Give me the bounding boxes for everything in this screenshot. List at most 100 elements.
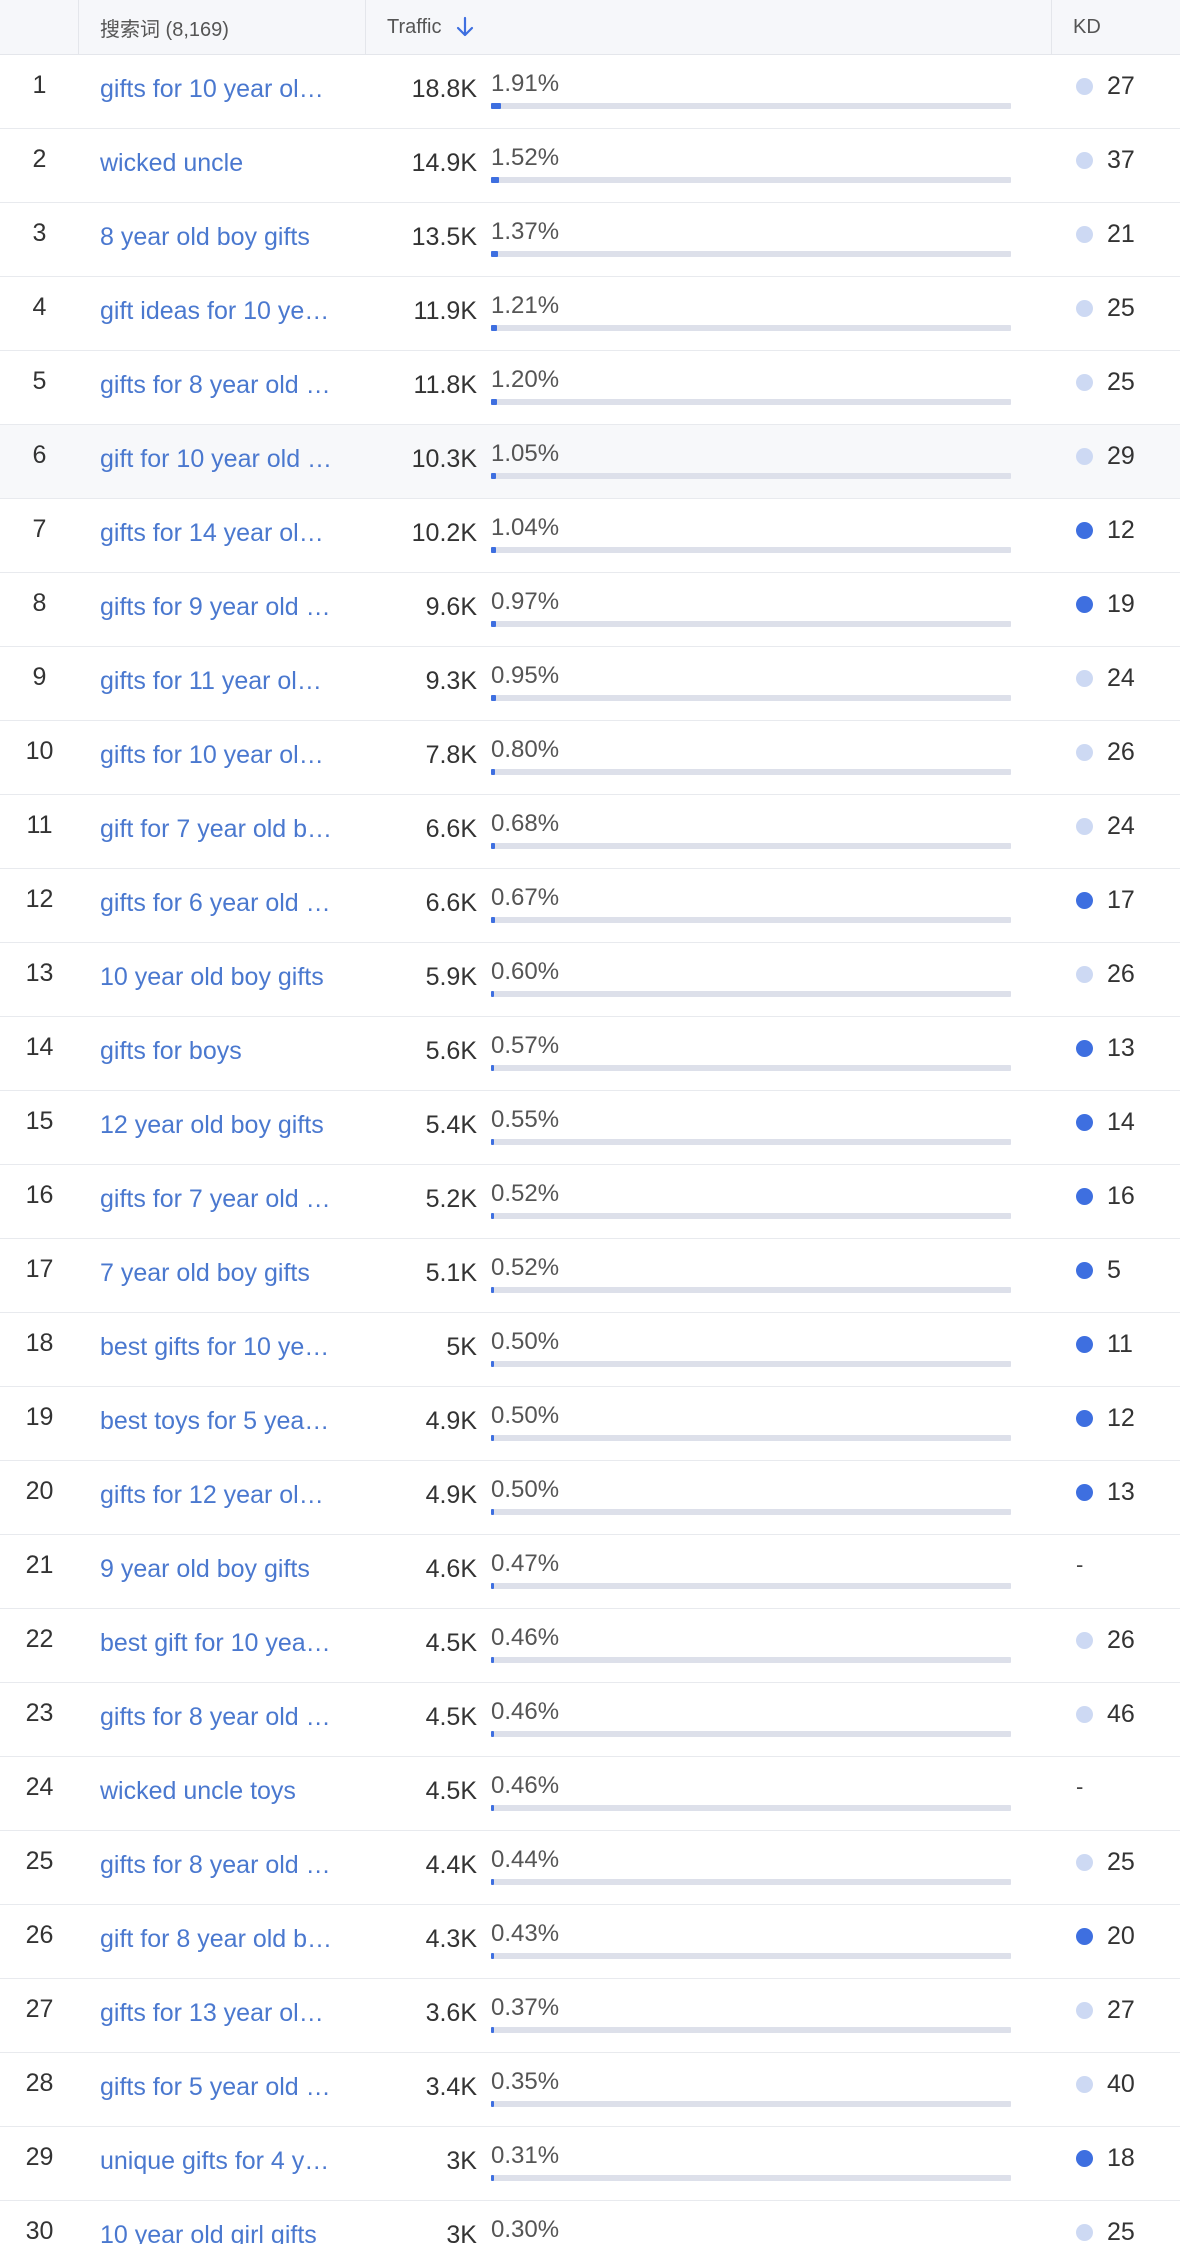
table-row[interactable]: 23 gifts for 8 year old … 4.5K 0.46% 46 xyxy=(0,1683,1180,1757)
table-row[interactable]: 5 gifts for 8 year old … 11.8K 1.20% 25 xyxy=(0,351,1180,425)
keyword-link[interactable]: gifts for 8 year old … xyxy=(100,1703,331,1731)
kd-column-header[interactable]: KD xyxy=(1052,0,1180,54)
table-row[interactable]: 10 gifts for 10 year ol… 7.8K 0.80% 26 xyxy=(0,721,1180,795)
traffic-value: 14.9K xyxy=(411,149,477,177)
row-number: 27 xyxy=(25,1995,54,2023)
traffic-share-bar xyxy=(491,1065,1011,1071)
row-number: 17 xyxy=(25,1255,54,1283)
table-row[interactable]: 7 gifts for 14 year ol… 10.2K 1.04% 12 xyxy=(0,499,1180,573)
kd-value: 25 xyxy=(1107,2218,1135,2244)
table-row[interactable]: 20 gifts for 12 year ol… 4.9K 0.50% 13 xyxy=(0,1461,1180,1535)
kd-dot-icon xyxy=(1076,152,1093,169)
keyword-link[interactable]: 10 year old boy gifts xyxy=(100,963,324,991)
keyword-link[interactable]: best gift for 10 yea… xyxy=(100,1629,331,1657)
table-row[interactable]: 14 gifts for boys 5.6K 0.57% 13 xyxy=(0,1017,1180,1091)
traffic-column-header[interactable]: Traffic xyxy=(366,0,1052,54)
keyword-link[interactable]: gifts for boys xyxy=(100,1037,242,1065)
keyword-link[interactable]: wicked uncle toys xyxy=(100,1777,296,1805)
traffic-value: 5.2K xyxy=(425,1185,477,1213)
keyword-link[interactable]: gifts for 9 year old … xyxy=(100,593,331,621)
table-row[interactable]: 30 10 year old girl gifts 3K 0.30% 25 xyxy=(0,2201,1180,2244)
table-row[interactable]: 18 best gifts for 10 ye… 5K 0.50% 11 xyxy=(0,1313,1180,1387)
table-row[interactable]: 29 unique gifts for 4 y… 3K 0.31% 18 xyxy=(0,2127,1180,2201)
table-row[interactable]: 12 gifts for 6 year old … 6.6K 0.67% 17 xyxy=(0,869,1180,943)
keyword-link[interactable]: gifts for 12 year ol… xyxy=(100,1481,324,1509)
table-row[interactable]: 13 10 year old boy gifts 5.9K 0.60% 26 xyxy=(0,943,1180,1017)
kd-dot-icon xyxy=(1076,1188,1093,1205)
kd-dot-icon xyxy=(1076,2224,1093,2241)
traffic-share-bar xyxy=(491,1805,1011,1811)
row-number: 19 xyxy=(25,1403,54,1431)
kd-cell: 16 xyxy=(1052,1165,1180,1211)
table-row[interactable]: 25 gifts for 8 year old … 4.4K 0.44% 25 xyxy=(0,1831,1180,1905)
kd-value: 12 xyxy=(1107,1404,1135,1432)
keyword-link[interactable]: gifts for 10 year ol… xyxy=(100,75,324,103)
traffic-share-percent: 0.50% xyxy=(491,1476,560,1503)
table-row[interactable]: 2 wicked uncle 14.9K 1.52% 37 xyxy=(0,129,1180,203)
kd-cell: 11 xyxy=(1052,1313,1180,1359)
keyword-link[interactable]: gift for 7 year old b… xyxy=(100,815,333,843)
row-number: 22 xyxy=(25,1625,54,1653)
table-row[interactable]: 28 gifts for 5 year old … 3.4K 0.35% 40 xyxy=(0,2053,1180,2127)
keyword-link[interactable]: best gifts for 10 ye… xyxy=(100,1333,330,1361)
traffic-share-bar-fill xyxy=(491,1065,494,1071)
keyword-link[interactable]: wicked uncle xyxy=(100,149,244,177)
kd-value: 46 xyxy=(1107,1700,1135,1728)
table-row[interactable]: 19 best toys for 5 yea… 4.9K 0.50% 12 xyxy=(0,1387,1180,1461)
kd-cell: 17 xyxy=(1052,869,1180,915)
row-number: 18 xyxy=(25,1329,54,1357)
keyword-link[interactable]: gifts for 13 year ol… xyxy=(100,1999,324,2027)
arrow-down-icon[interactable] xyxy=(455,16,475,38)
table-row[interactable]: 8 gifts for 9 year old … 9.6K 0.97% 19 xyxy=(0,573,1180,647)
keyword-link[interactable]: gift for 10 year old … xyxy=(100,445,333,473)
keyword-link[interactable]: gift for 8 year old b… xyxy=(100,1925,333,1953)
keyword-link[interactable]: gift ideas for 10 ye… xyxy=(100,297,330,325)
keyword-link[interactable]: unique gifts for 4 y… xyxy=(100,2147,330,2175)
keyword-link[interactable]: 12 year old boy gifts xyxy=(100,1111,324,1139)
table-row[interactable]: 16 gifts for 7 year old … 5.2K 0.52% 16 xyxy=(0,1165,1180,1239)
table-row[interactable]: 6 gift for 10 year old … 10.3K 1.05% 29 xyxy=(0,425,1180,499)
keyword-link[interactable]: gifts for 14 year ol… xyxy=(100,519,324,547)
traffic-share-bar xyxy=(491,1287,1011,1293)
table-row[interactable]: 24 wicked uncle toys 4.5K 0.46% - xyxy=(0,1757,1180,1831)
keyword-link[interactable]: 9 year old boy gifts xyxy=(100,1555,310,1583)
traffic-value: 4.6K xyxy=(425,1555,477,1583)
table-row[interactable]: 22 best gift for 10 yea… 4.5K 0.46% 26 xyxy=(0,1609,1180,1683)
table-row[interactable]: 3 8 year old boy gifts 13.5K 1.37% 21 xyxy=(0,203,1180,277)
table-row[interactable]: 4 gift ideas for 10 ye… 11.9K 1.21% 25 xyxy=(0,277,1180,351)
traffic-share-bar-fill xyxy=(491,843,495,849)
traffic-value: 5K xyxy=(446,1333,477,1361)
traffic-value: 4.5K xyxy=(425,1703,477,1731)
traffic-share-bar-fill xyxy=(491,1435,494,1441)
kd-value: 27 xyxy=(1107,1996,1135,2024)
traffic-share-bar xyxy=(491,1435,1011,1441)
keyword-link[interactable]: gifts for 10 year ol… xyxy=(100,741,324,769)
keyword-link[interactable]: best toys for 5 yea… xyxy=(100,1407,330,1435)
traffic-share-cell: 0.57% xyxy=(491,1017,1052,1071)
keyword-link[interactable]: gifts for 11 year ol… xyxy=(100,667,322,695)
traffic-share-percent: 0.37% xyxy=(491,1994,560,2021)
keyword-link[interactable]: gifts for 8 year old … xyxy=(100,371,331,399)
table-row[interactable]: 11 gift for 7 year old b… 6.6K 0.68% 24 xyxy=(0,795,1180,869)
table-row[interactable]: 26 gift for 8 year old b… 4.3K 0.43% 20 xyxy=(0,1905,1180,1979)
traffic-share-percent: 0.47% xyxy=(491,1550,560,1577)
keyword-link[interactable]: gifts for 6 year old … xyxy=(100,889,331,917)
keyword-column-header[interactable]: 搜索词 (8,169) xyxy=(79,0,366,54)
keyword-link[interactable]: gifts for 8 year old … xyxy=(100,1851,331,1879)
table-row[interactable]: 27 gifts for 13 year ol… 3.6K 0.37% 27 xyxy=(0,1979,1180,2053)
table-row[interactable]: 21 9 year old boy gifts 4.6K 0.47% - xyxy=(0,1535,1180,1609)
traffic-share-bar xyxy=(491,1361,1011,1367)
kd-value: 26 xyxy=(1107,960,1135,988)
table-row[interactable]: 17 7 year old boy gifts 5.1K 0.52% 5 xyxy=(0,1239,1180,1313)
keyword-link[interactable]: gifts for 5 year old … xyxy=(100,2073,331,2101)
table-row[interactable]: 1 gifts for 10 year ol… 18.8K 1.91% 27 xyxy=(0,55,1180,129)
traffic-share-cell: 0.46% xyxy=(491,1683,1052,1737)
keyword-link[interactable]: 8 year old boy gifts xyxy=(100,223,310,251)
keyword-link[interactable]: gifts for 7 year old … xyxy=(100,1185,331,1213)
kd-dot-icon xyxy=(1076,1706,1093,1723)
table-header: 搜索词 (8,169) Traffic KD xyxy=(0,0,1180,55)
table-row[interactable]: 9 gifts for 11 year ol… 9.3K 0.95% 24 xyxy=(0,647,1180,721)
keyword-link[interactable]: 7 year old boy gifts xyxy=(100,1259,310,1287)
keyword-link[interactable]: 10 year old girl gifts xyxy=(100,2221,317,2244)
table-row[interactable]: 15 12 year old boy gifts 5.4K 0.55% 14 xyxy=(0,1091,1180,1165)
